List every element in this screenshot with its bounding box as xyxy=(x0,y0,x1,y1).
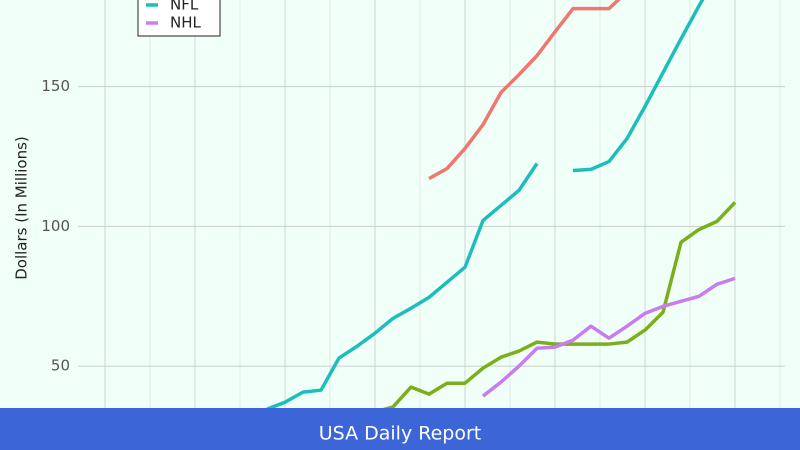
legend-label: NHL xyxy=(170,14,202,32)
series-line xyxy=(338,201,737,430)
y-tick-label: 50 xyxy=(51,357,70,375)
y-tick-label: 100 xyxy=(41,217,70,235)
y-axis-title: Dollars (In Millions) xyxy=(13,136,31,280)
vertical-grid xyxy=(104,0,781,450)
legend-label: NFL xyxy=(170,0,199,14)
banner-text: USA Daily Report xyxy=(319,423,481,445)
banner xyxy=(0,408,800,450)
y-tick-label: 150 xyxy=(41,77,70,95)
series-line xyxy=(428,0,621,181)
series-line xyxy=(266,0,705,411)
series-line xyxy=(481,276,736,398)
